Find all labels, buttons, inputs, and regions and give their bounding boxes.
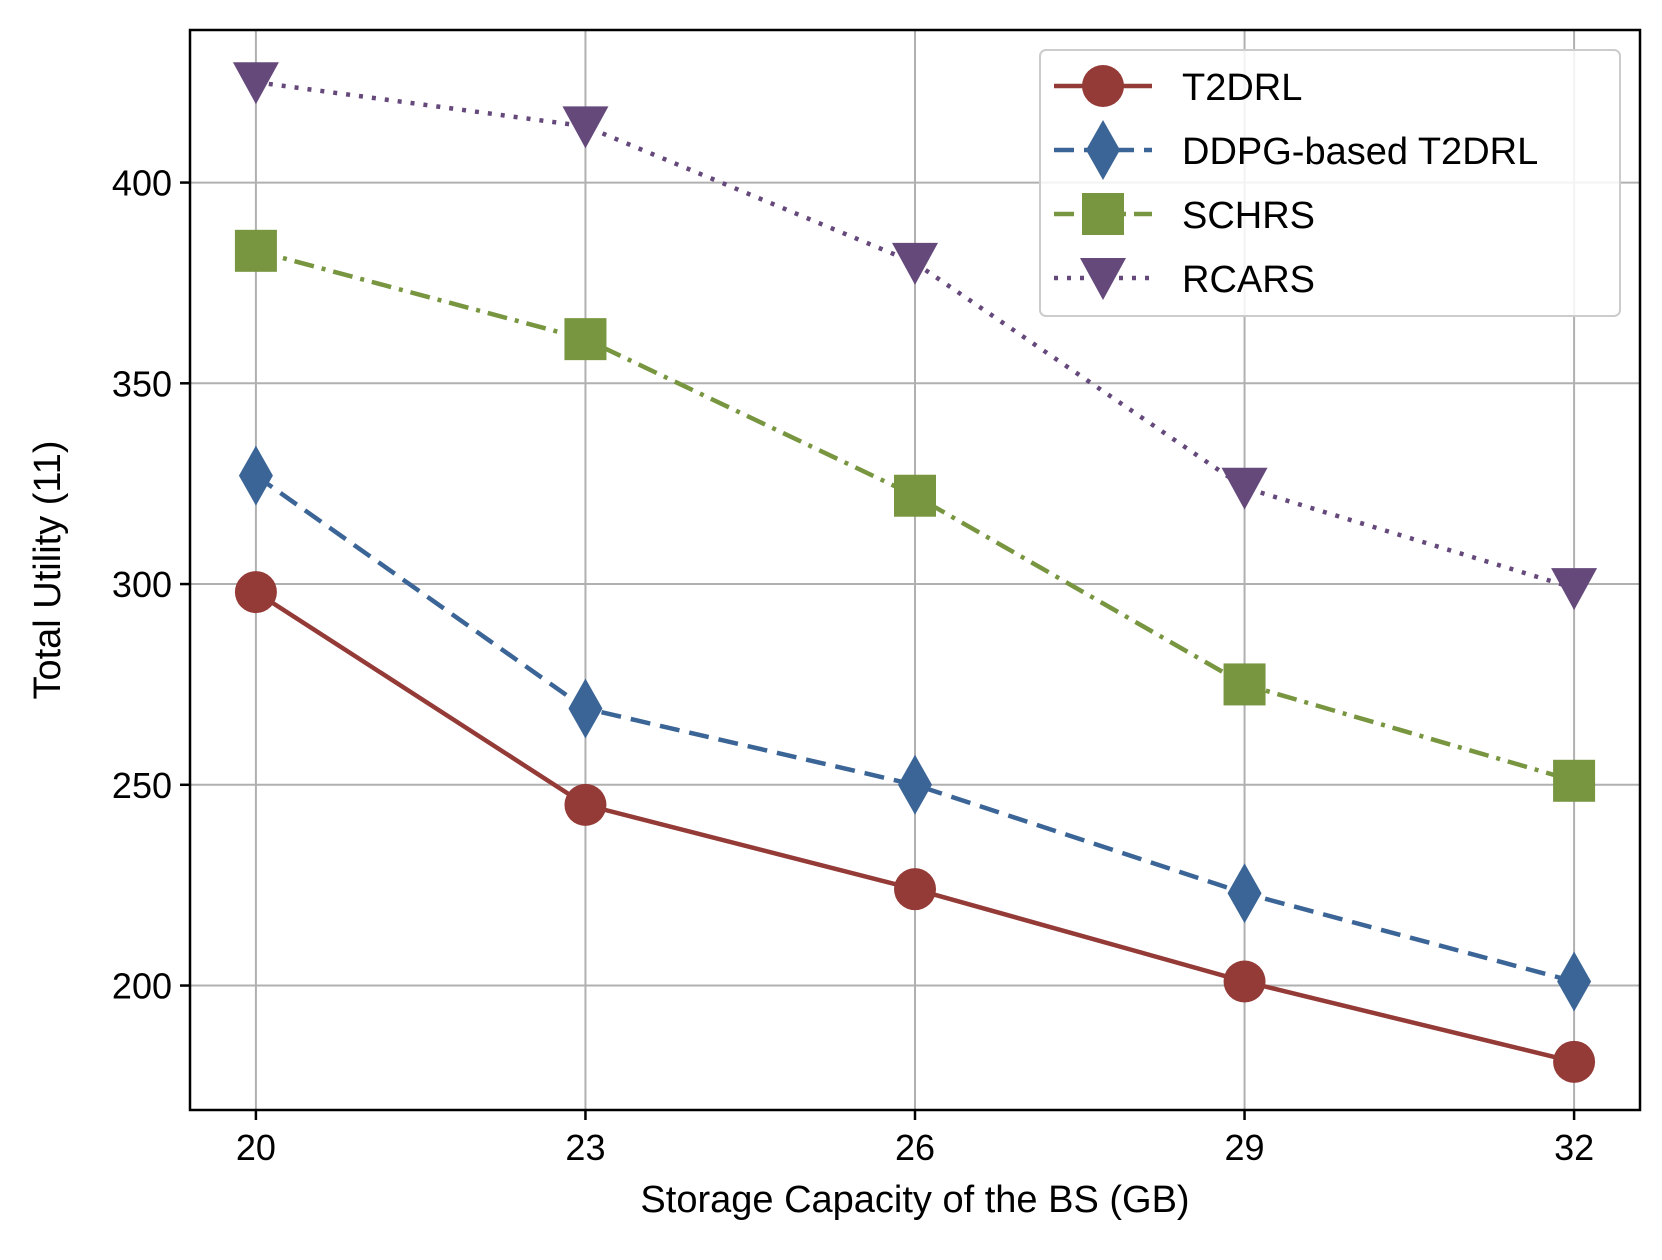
data-point [234, 229, 277, 272]
data-point [1557, 951, 1592, 1012]
legend-item-rcars: RCARS [1054, 258, 1315, 301]
data-point [232, 62, 279, 105]
x-tick-label: 23 [565, 1127, 605, 1168]
ticks: 20 23 26 29 32 200 250 300 350 400 [112, 163, 1594, 1168]
legend-item-ddpg-based-t2drl: DDPG-based T2DRL [1054, 120, 1538, 180]
data-point [894, 474, 936, 517]
y-tick-label: 400 [112, 163, 172, 204]
data-point [1221, 467, 1268, 510]
data-point [568, 678, 603, 739]
legend-label: DDPG-based T2DRL [1182, 131, 1538, 173]
legend-marker [1086, 120, 1120, 180]
legend: T2DRL DDPG-based T2DRL SCHRS RCARS [1039, 49, 1621, 317]
legend-label: SCHRS [1182, 195, 1315, 237]
data-point [234, 571, 277, 614]
data-point [1223, 663, 1266, 706]
x-tick-label: 20 [236, 1127, 276, 1168]
data-point [892, 242, 938, 285]
y-tick-label: 250 [112, 765, 172, 806]
x-tick-label: 26 [895, 1127, 935, 1168]
data-point [1553, 1040, 1596, 1083]
series-t2drl [234, 571, 1596, 1083]
y-axis-label: Total Utility (11) [27, 440, 69, 699]
y-tick-label: 200 [112, 966, 172, 1007]
y-tick-label: 350 [112, 363, 172, 404]
series-schrs [234, 229, 1596, 802]
data-point [894, 868, 936, 911]
data-point [898, 754, 932, 815]
legend-marker [1080, 258, 1126, 300]
y-tick-label: 300 [112, 564, 172, 605]
x-tick-label: 32 [1554, 1127, 1594, 1168]
data-point [1223, 960, 1266, 1003]
data-point [1227, 863, 1262, 924]
data-point [562, 106, 609, 149]
x-tick-label: 29 [1225, 1127, 1265, 1168]
data-point [238, 445, 273, 506]
series-ddpg-based-t2drl [238, 445, 1592, 1012]
legend-box [1039, 49, 1621, 317]
data-point [564, 318, 607, 361]
series-line [255, 248, 1575, 783]
series-group [232, 62, 1598, 1083]
data-point [1553, 759, 1596, 802]
legend-label: RCARS [1182, 259, 1315, 301]
legend-item-t2drl: T2DRL [1054, 65, 1302, 109]
legend-marker [1082, 193, 1124, 235]
data-point [564, 783, 607, 826]
legend-marker [1082, 65, 1124, 107]
series-rcars [232, 62, 1598, 611]
legend-item-schrs: SCHRS [1054, 193, 1315, 237]
data-point [1551, 568, 1598, 611]
x-axis-label: Storage Capacity of the BS (GB) [640, 1179, 1189, 1221]
series-line [254, 473, 1575, 984]
legend-label: T2DRL [1182, 67, 1302, 109]
